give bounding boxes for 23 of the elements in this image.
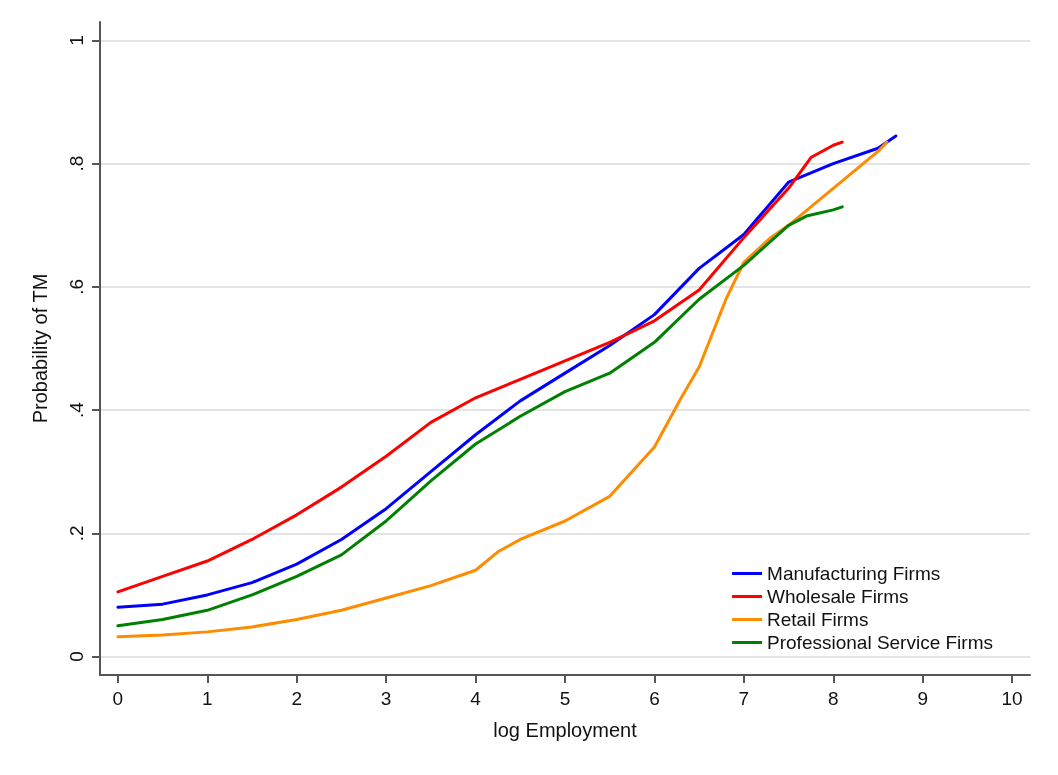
x-tick-label: 7 — [738, 688, 750, 709]
legend-label: Professional Service Firms — [767, 632, 993, 653]
x-tick-label: 10 — [1001, 688, 1023, 709]
y-tick-label: .8 — [66, 155, 87, 172]
y-tick-label: .6 — [66, 278, 87, 295]
x-tick-label: 3 — [380, 688, 392, 709]
x-tick-label: 0 — [112, 688, 124, 709]
legend-label: Manufacturing Firms — [767, 563, 941, 584]
x-tick-label: 5 — [559, 688, 571, 709]
x-tick-label: 2 — [291, 688, 303, 709]
y-tick-label: 1 — [66, 35, 87, 46]
x-tick-label: 8 — [827, 688, 839, 709]
x-tick-label: 6 — [649, 688, 660, 709]
y-tick-label: .4 — [66, 401, 87, 419]
x-tick-label: 1 — [202, 688, 213, 709]
y-axis-title: Probability of TM — [29, 273, 51, 424]
x-axis-title: log Employment — [493, 719, 638, 741]
x-tick-label: 9 — [917, 688, 928, 709]
x-tick-label: 4 — [470, 688, 482, 709]
y-tick-label: .2 — [66, 525, 87, 542]
y-tick-label: 0 — [66, 651, 87, 662]
legend-label: Wholesale Firms — [767, 586, 909, 607]
legend-label: Retail Firms — [767, 609, 869, 630]
